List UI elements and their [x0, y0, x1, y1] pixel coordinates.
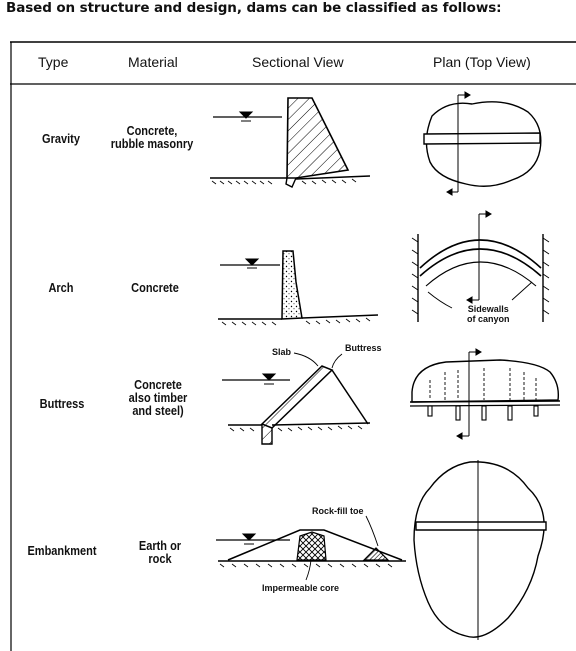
page-heading: Based on structure and design, dams can … [6, 0, 502, 16]
gravity-section-view [210, 97, 371, 188]
ground-line-downstream [301, 314, 379, 319]
column-header-type: Type [38, 54, 69, 70]
impermeable-core [296, 531, 327, 561]
embankment-section-view [216, 515, 406, 581]
material-line: rubble masonry [110, 137, 194, 151]
ground-line [271, 422, 371, 426]
material-line: and steel) [132, 404, 184, 418]
material-line: also timber [128, 391, 188, 405]
material-line: Concrete, [126, 124, 178, 138]
gravity-plan-view [423, 91, 542, 196]
material-line: Concrete [134, 378, 182, 392]
sidewalls-label-line: of canyon [467, 314, 510, 324]
material-line: rock [148, 552, 172, 566]
cutoff-wall [261, 424, 273, 445]
buttress-label: Buttress [345, 343, 382, 353]
column-header-plan-view: Plan (Top View) [433, 54, 531, 70]
water-level-symbol [241, 533, 257, 541]
buttress-plan-view [409, 348, 561, 440]
arch-dam-upper [419, 239, 542, 269]
impermeable-core-label: Impermeable core [262, 583, 340, 593]
row-embankment-material: Earth or rock [123, 540, 197, 566]
water-level-symbol [261, 373, 277, 381]
buttress-reservoir-outline [411, 359, 560, 403]
water-level-symbol [244, 258, 260, 266]
column-header-material: Material [128, 54, 178, 70]
arch-section-view [218, 250, 379, 326]
arch-plan-view [411, 210, 550, 322]
ground-line-downstream [295, 175, 371, 180]
reservoir-outline [425, 101, 542, 187]
column-header-sectional-view: Sectional View [252, 54, 344, 70]
row-gravity-type: Gravity [42, 132, 80, 146]
row-arch-type: Arch [48, 281, 74, 295]
arch-dam-lower [419, 248, 542, 277]
sidewalls-label: Sidewalls of canyon [467, 304, 510, 324]
row-buttress-type: Buttress [39, 397, 85, 411]
rockfill-toe [362, 547, 390, 561]
row-arch-material: Concrete [115, 282, 194, 295]
arch-dam-body [281, 250, 303, 320]
slab-label: Slab [272, 347, 292, 357]
sidewalls-label-line: Sidewalls [467, 304, 509, 314]
rockfill-toe-label: Rock-fill toe [312, 506, 364, 516]
embankment-profile [227, 529, 403, 561]
material-line: Concrete [131, 281, 179, 295]
water-level-symbol [238, 111, 254, 119]
gravity-dam-body [286, 97, 350, 179]
dam-crest [423, 132, 541, 145]
buttress-section-view [222, 352, 371, 445]
buttress-back [331, 369, 369, 425]
embankment-crest [415, 521, 547, 531]
buttress-slab-line [409, 400, 561, 403]
row-buttress-material: Concrete also timber and steel) [114, 379, 202, 418]
material-line: Earth or [138, 539, 182, 553]
embankment-reservoir-outline [413, 461, 545, 638]
embankment-plan-view [413, 460, 547, 640]
row-embankment-type: Embankment [27, 544, 97, 558]
row-gravity-material: Concrete, rubble masonry [103, 125, 202, 151]
